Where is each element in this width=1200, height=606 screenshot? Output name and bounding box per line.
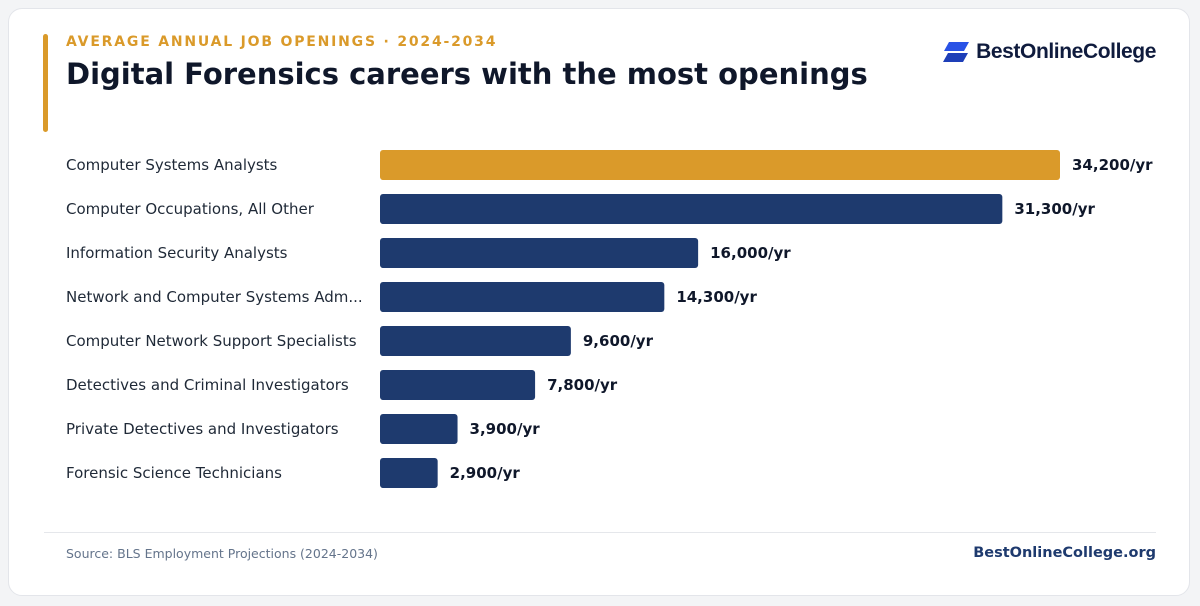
category-label: Forensic Science Technicians: [66, 464, 282, 482]
bar: [380, 370, 536, 400]
bar: [380, 150, 1060, 180]
category-label: Detectives and Criminal Investigators: [66, 376, 349, 394]
category-label: Computer Network Support Specialists: [66, 332, 357, 350]
category-label: Computer Systems Analysts: [66, 156, 278, 174]
bar: [380, 458, 438, 488]
value-label: 31,300/yr: [1014, 200, 1095, 218]
bar: [380, 326, 571, 356]
value-label: 16,000/yr: [710, 244, 791, 262]
brand[interactable]: BestOnlineCollege: [943, 40, 1156, 64]
value-label: 7,800/yr: [547, 376, 618, 394]
bar: [380, 238, 699, 268]
chart-title: Digital Forensics careers with the most …: [66, 57, 868, 91]
value-label: 14,300/yr: [676, 288, 757, 306]
category-label: Network and Computer Systems Adm...: [66, 288, 363, 306]
footer-divider: [44, 532, 1156, 533]
value-label: 3,900/yr: [470, 420, 541, 438]
category-label: Information Security Analysts: [66, 244, 288, 262]
value-label: 9,600/yr: [583, 332, 654, 350]
brand-logo-icon: [943, 42, 970, 62]
header-accent-bar: [43, 34, 48, 132]
bar: [380, 282, 665, 312]
value-label: 34,200/yr: [1072, 156, 1153, 174]
site-link[interactable]: BestOnlineCollege.org: [973, 545, 1156, 561]
brand-name: BestOnlineCollege: [976, 40, 1156, 63]
bar: [380, 194, 1003, 224]
value-label: 2,900/yr: [450, 464, 521, 482]
category-label: Private Detectives and Investigators: [66, 420, 339, 438]
chart-eyebrow: AVERAGE ANNUAL JOB OPENINGS · 2024-2034: [66, 34, 498, 50]
category-label: Computer Occupations, All Other: [66, 200, 315, 218]
source-note: Source: BLS Employment Projections (2024…: [66, 546, 378, 561]
bar: [380, 414, 458, 444]
